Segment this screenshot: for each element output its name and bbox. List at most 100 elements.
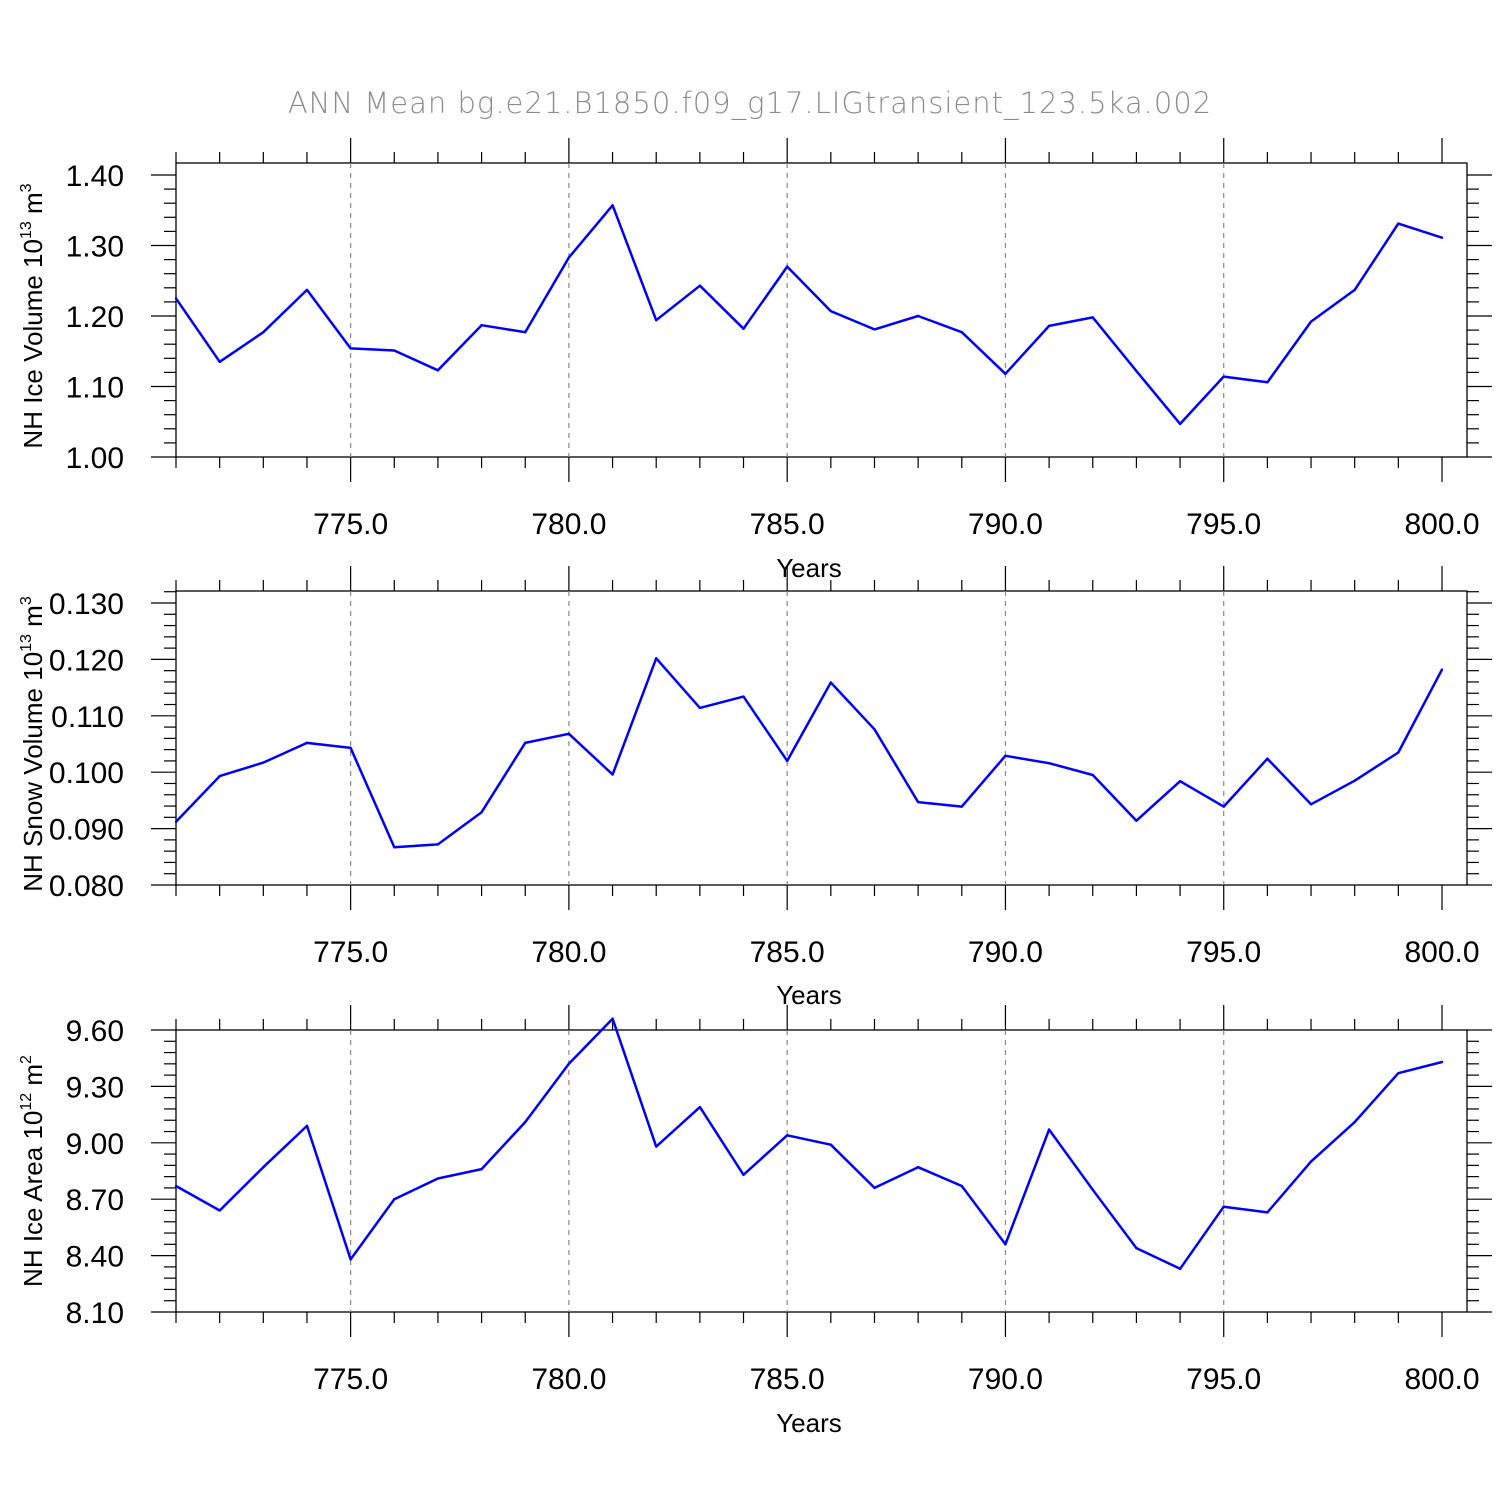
data-point xyxy=(1222,375,1225,378)
data-point xyxy=(742,695,745,698)
data-point xyxy=(916,314,920,318)
data-point xyxy=(785,1134,789,1137)
data-point xyxy=(1135,1246,1138,1250)
data-point xyxy=(1135,819,1138,822)
x-tick-label: 790.0 xyxy=(968,936,1043,969)
data-point xyxy=(1353,288,1356,292)
data-point xyxy=(1178,422,1182,426)
x-tick-label: 785.0 xyxy=(750,936,825,969)
x-tick-label: 785.0 xyxy=(750,508,825,541)
x-tick-label: 775.0 xyxy=(313,1363,388,1396)
data-point xyxy=(174,1184,178,1188)
y-tick-label: 8.40 xyxy=(66,1241,124,1274)
x-tick-label: 780.0 xyxy=(531,936,606,969)
y-tick-label: 0.120 xyxy=(49,644,124,677)
y-tick-label: 9.30 xyxy=(66,1071,124,1104)
data-point xyxy=(1135,369,1138,373)
y-axis-title: NH Snow Volume 1013 m3 xyxy=(18,596,48,892)
y-tick-label: 0.130 xyxy=(49,588,124,621)
data-point xyxy=(1397,222,1400,225)
data-point xyxy=(1309,1160,1313,1163)
y-tick-label: 1.20 xyxy=(66,301,124,334)
plot-frame xyxy=(175,1029,1468,1313)
data-point xyxy=(349,347,352,350)
data-point xyxy=(829,309,833,313)
data-point xyxy=(1309,320,1313,323)
data-point xyxy=(305,288,309,292)
series-line xyxy=(174,204,1443,426)
x-tick-label: 795.0 xyxy=(1186,508,1261,541)
data-point xyxy=(1004,372,1007,376)
y-tick-label: 0.080 xyxy=(49,870,124,903)
data-point xyxy=(1397,751,1400,754)
y-tick-label: 9.00 xyxy=(66,1128,124,1161)
data-point xyxy=(1440,668,1444,671)
data-point xyxy=(1091,1188,1094,1192)
data-point xyxy=(698,706,702,710)
data-point xyxy=(1266,1211,1269,1214)
data-point xyxy=(1047,761,1051,765)
x-tick-label: 800.0 xyxy=(1404,508,1479,541)
y-tick-label: 0.110 xyxy=(51,701,124,734)
data-point xyxy=(655,319,658,322)
data-point xyxy=(1004,1243,1007,1246)
data-point xyxy=(218,774,221,778)
data-point xyxy=(1222,1205,1225,1208)
data-point xyxy=(436,369,440,372)
data-point xyxy=(393,846,396,849)
y-tick-label: 1.40 xyxy=(66,160,124,193)
data-point xyxy=(524,1120,527,1124)
y-tick-label: 1.30 xyxy=(66,231,124,264)
data-point xyxy=(698,1105,702,1109)
plot-frame xyxy=(175,590,1468,886)
x-tick-label: 780.0 xyxy=(531,1363,606,1396)
x-tick-label: 775.0 xyxy=(313,508,388,541)
x-axis-title: Years xyxy=(776,553,842,583)
data-point xyxy=(262,331,265,334)
x-tick-label: 790.0 xyxy=(968,1363,1043,1396)
y-tick-label: 0.100 xyxy=(49,757,124,790)
series-line xyxy=(175,657,1444,849)
data-point xyxy=(218,360,221,364)
data-point xyxy=(960,805,963,808)
data-point xyxy=(1353,779,1356,782)
data-point xyxy=(742,1173,745,1176)
data-point xyxy=(829,1143,833,1146)
data-point xyxy=(1091,773,1094,777)
x-tick-label: 795.0 xyxy=(1186,936,1261,969)
data-point xyxy=(480,1167,483,1171)
data-point xyxy=(960,331,963,334)
data-point xyxy=(218,1209,221,1212)
data-point xyxy=(567,732,571,736)
panels: 1.00 1.10 1.20 1.30 1.40 775.0 780.0 785.0 790.0… xyxy=(18,138,1492,1438)
data-point xyxy=(174,820,178,824)
series-line xyxy=(175,1017,1443,1271)
y-tick-label: 1.00 xyxy=(66,442,124,475)
data-point xyxy=(524,331,527,334)
data-point xyxy=(262,761,265,764)
data-point xyxy=(655,1145,658,1148)
data-point xyxy=(611,1017,614,1020)
data-point xyxy=(567,1062,571,1066)
data-point xyxy=(1440,236,1444,239)
data-point xyxy=(916,1166,920,1169)
data-point xyxy=(1440,1060,1444,1064)
data-point xyxy=(436,1177,440,1180)
data-point xyxy=(1397,1072,1400,1075)
data-point xyxy=(524,741,527,745)
data-point xyxy=(1266,381,1269,384)
x-axis-title: Years xyxy=(776,1408,842,1438)
data-point xyxy=(349,1258,352,1261)
data-point xyxy=(785,759,789,763)
data-point xyxy=(698,284,702,287)
data-point xyxy=(349,746,352,750)
x-tick-label: 795.0 xyxy=(1186,1363,1261,1396)
data-point xyxy=(1091,316,1094,319)
data-point xyxy=(1004,754,1007,758)
x-tick-label: 775.0 xyxy=(313,936,388,969)
data-point xyxy=(1266,757,1269,760)
x-axis-title: Years xyxy=(776,980,842,1010)
y-tick-label: 9.60 xyxy=(66,1015,124,1048)
y-axis-title: NH Ice Area 1012 m2 xyxy=(18,1055,48,1287)
